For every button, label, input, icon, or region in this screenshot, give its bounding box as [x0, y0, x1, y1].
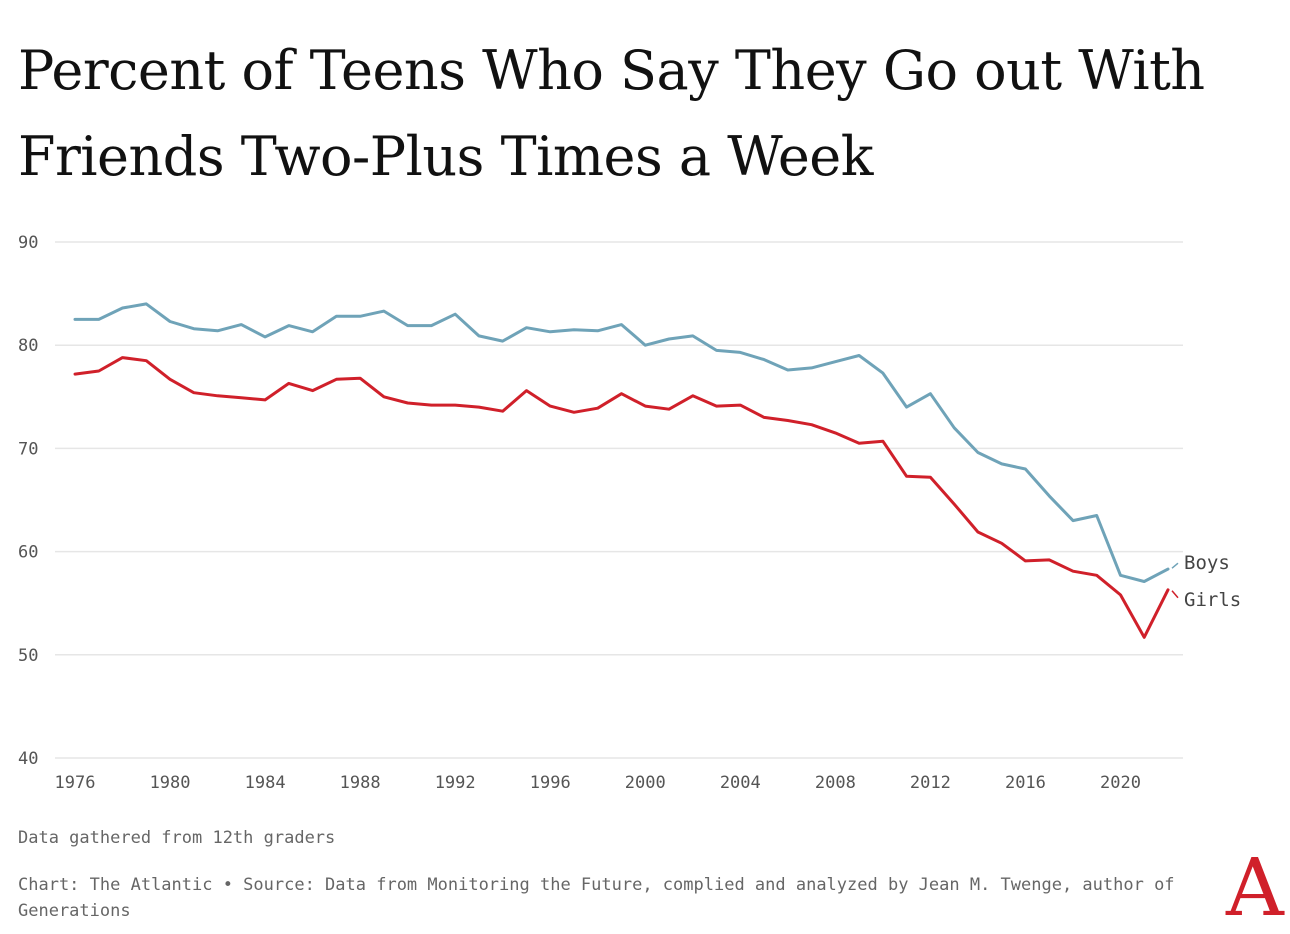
series-lines — [75, 304, 1168, 638]
y-tick-label-70: 70 — [18, 439, 38, 459]
x-tick-label-2016: 2016 — [1005, 773, 1046, 793]
y-tick-label-90: 90 — [18, 233, 38, 253]
data-note: Data gathered from 12th graders — [18, 828, 335, 848]
x-tick-label-2020: 2020 — [1100, 773, 1141, 793]
y-tick-label-50: 50 — [18, 646, 38, 666]
x-tick-label-1980: 1980 — [150, 773, 191, 793]
boys-series-label: Boys — [1184, 552, 1230, 574]
x-tick-label-2012: 2012 — [910, 773, 951, 793]
source-credit: Chart: The Atlantic • Source: Data from … — [18, 872, 1218, 924]
x-axis-ticks: 1976 1980 1984 1988 1992 1996 2000 2004 2008 2012… — [55, 773, 1141, 793]
x-tick-label-1996: 1996 — [530, 773, 571, 793]
x-tick-label-1976: 1976 — [55, 773, 96, 793]
girls-label-leader — [1172, 591, 1178, 598]
x-tick-label-2004: 2004 — [720, 773, 761, 793]
y-tick-label-60: 60 — [18, 543, 38, 563]
x-tick-label-1992: 1992 — [435, 773, 476, 793]
y-axis-ticks: 90 80 70 60 50 40 — [18, 233, 38, 769]
x-tick-label-2008: 2008 — [815, 773, 856, 793]
line-chart: 90 80 70 60 50 40 1976 1980 1984 1988 1992 1996 200… — [0, 0, 1290, 820]
y-tick-label-40: 40 — [18, 749, 38, 769]
boys-label-leader — [1172, 563, 1178, 568]
atlantic-logo: A — [1226, 848, 1276, 928]
gridlines — [55, 242, 1183, 758]
girls-series-label: Girls — [1184, 589, 1241, 611]
x-tick-label-1988: 1988 — [340, 773, 381, 793]
x-tick-label-2000: 2000 — [625, 773, 666, 793]
series-labels: Boys Girls — [1172, 552, 1241, 611]
x-tick-label-1984: 1984 — [245, 773, 286, 793]
y-tick-label-80: 80 — [18, 336, 38, 356]
girls-series-line — [75, 358, 1168, 638]
